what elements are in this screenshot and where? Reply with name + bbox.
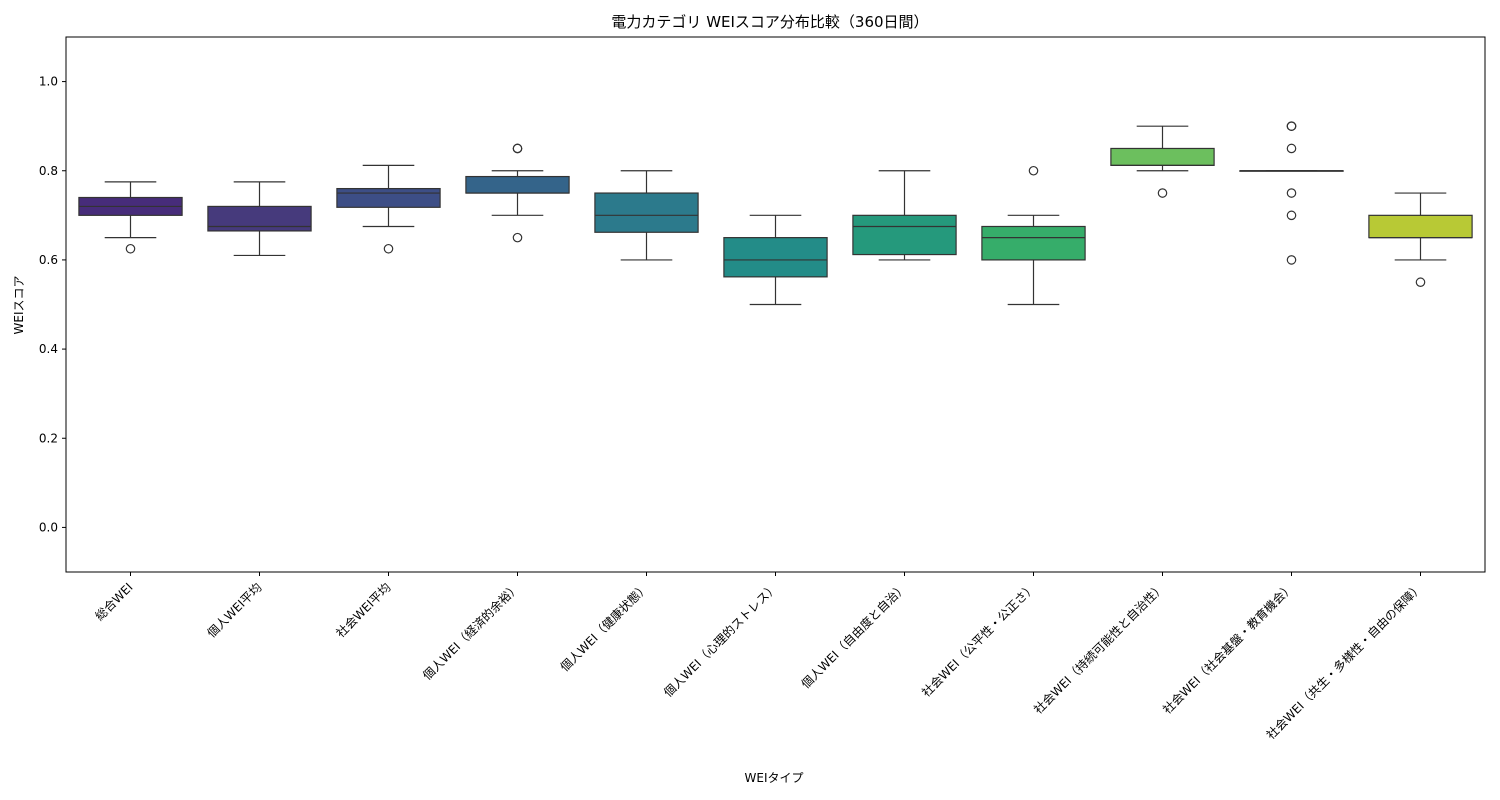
- outlier-point: [1415, 277, 1426, 288]
- x-tick-label: 総合WEI: [92, 580, 136, 624]
- outlier-point: [383, 243, 394, 254]
- box: [981, 225, 1086, 261]
- y-tick-label: 0.2: [39, 431, 58, 445]
- x-tick-label: 社会WEI（持続可能性と自治性）: [1030, 580, 1167, 717]
- x-tick-label: 社会WEI（公平性・公正さ）: [918, 580, 1038, 700]
- x-tick-label: 個人WEI（健康状態）: [557, 580, 652, 675]
- outlier-point: [512, 143, 523, 154]
- x-tick-label: 社会WEI（共生・多様性・自由の保障）: [1263, 580, 1426, 743]
- x-tick-label: 社会WEI（社会基盤・教育機会）: [1159, 580, 1296, 717]
- box: [594, 192, 699, 233]
- outlier-point: [1286, 143, 1297, 154]
- y-tick-label: 0.4: [39, 342, 58, 356]
- y-tick-label: 0.8: [39, 164, 58, 178]
- x-tick-label: 個人WEI（自由度と自治）: [798, 580, 910, 692]
- outlier-point: [1157, 188, 1168, 198]
- box: [465, 175, 570, 194]
- outlier-point: [1286, 210, 1297, 221]
- outlier-point: [125, 243, 136, 254]
- box: [852, 214, 957, 256]
- y-axis-label: WEIスコア: [12, 276, 26, 335]
- x-tick-label: 個人WEI（経済的余裕）: [419, 580, 522, 683]
- box: [207, 205, 312, 232]
- y-tick-label: 0.0: [39, 520, 58, 534]
- x-tick-label: 個人WEI（心理的ストレス）: [660, 580, 780, 700]
- outlier-point: [1286, 121, 1297, 131]
- x-tick-label: 社会WEI平均: [333, 580, 394, 641]
- chart-title: 電力カテゴリ WEIスコア分布比較（360日間）: [611, 13, 928, 31]
- box: [1368, 214, 1473, 239]
- y-tick-label: 0.6: [39, 253, 58, 267]
- box: [336, 187, 441, 208]
- outlier-point: [512, 232, 523, 243]
- box: [723, 237, 828, 278]
- outlier-point: [1286, 255, 1297, 265]
- outlier-point: [1028, 165, 1039, 176]
- box: [1110, 147, 1215, 166]
- y-tick-label: 1.0: [39, 75, 58, 89]
- x-tick-label: 個人WEI平均: [205, 580, 265, 640]
- outlier-point: [1286, 188, 1297, 198]
- x-axis-label: WEIタイプ: [745, 771, 804, 785]
